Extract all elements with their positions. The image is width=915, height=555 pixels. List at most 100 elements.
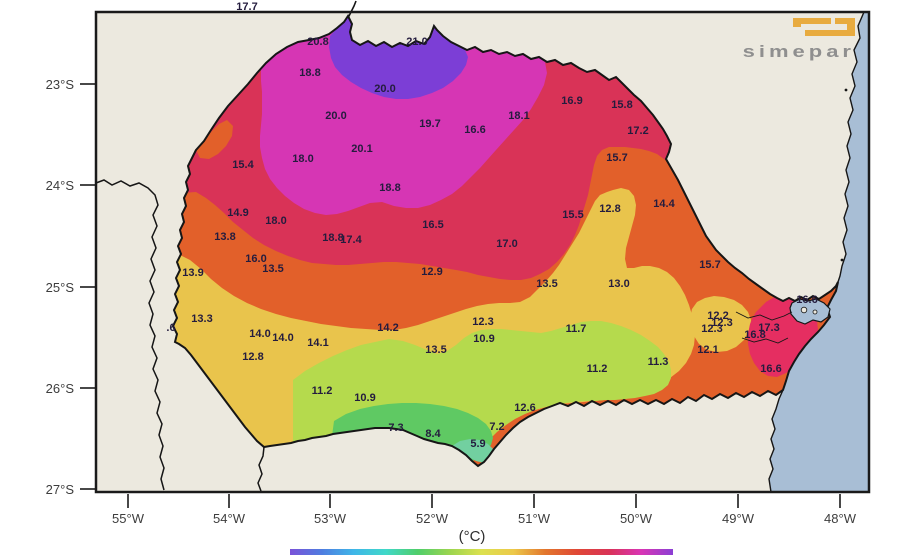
station-value-label: 12.9 — [421, 266, 442, 278]
station-value-label: 14.0 — [249, 328, 270, 340]
station-labels: 17.7 20.8 21.0 18.8 20.0 16.9 15.8 20.0 18.1 19.7… — [166, 1, 817, 450]
lat-tick-label: 25°S — [46, 280, 75, 295]
river-line — [735, 311, 793, 321]
simepar-logo: simepar — [743, 18, 855, 68]
station-value-label: 20.8 — [307, 36, 328, 48]
colorbar-unit-label: (°C) — [458, 528, 486, 545]
station-value-label: 11.3 — [648, 356, 669, 368]
lon-tick-label: 54°W — [213, 511, 246, 526]
river-boundary-south — [257, 446, 265, 492]
station-value-label: 16.5 — [422, 219, 443, 231]
station-value-label: 11.2 — [312, 385, 333, 397]
map-frame — [94, 10, 871, 494]
station-value-label: 13.8 — [214, 231, 235, 243]
band-purple — [329, 16, 468, 99]
simepar-logo-mark — [793, 18, 855, 36]
station-value-label: 20.0 — [374, 83, 395, 95]
axes: 23°S 24°S 25°S 26°S 27°S 55°W 54°W 53°W 52°W 51°W… — [46, 77, 857, 526]
station-value-label: 13.0 — [608, 278, 629, 290]
station-value-label: 17.4 — [340, 234, 362, 246]
station-value-label: 16.9 — [561, 95, 582, 107]
station-value-label: 13.3 — [191, 313, 212, 325]
station-value-label: 14.2 — [377, 322, 398, 334]
station-value-label: 11.2 — [587, 363, 608, 375]
band-teal — [452, 439, 496, 463]
station-value-label: 13.5 — [262, 263, 283, 275]
station-value-label: 10.9 — [354, 392, 375, 404]
station-value-label: 15.8 — [611, 99, 632, 111]
bay-island — [812, 309, 818, 315]
river-boundary-west — [95, 179, 165, 491]
station-value-label: 14.9 — [227, 207, 248, 219]
station-value-label: 8.4 — [425, 428, 441, 440]
lon-tick-label: 48°W — [824, 511, 857, 526]
lat-tick-label: 24°S — [46, 178, 75, 193]
lon-tick-label: 51°W — [518, 511, 551, 526]
coastline — [768, 11, 865, 493]
station-value-label: 18.1 — [508, 110, 529, 122]
station-value-label: 20.1 — [351, 143, 372, 155]
station-value-label: 12.6 — [514, 402, 535, 414]
station-value-label: 14.1 — [307, 337, 328, 349]
station-value-label: 15.7 — [606, 152, 627, 164]
station-value-label: 5.9 — [470, 438, 485, 450]
bay-island — [800, 306, 808, 314]
station-value-label: 17.7 — [236, 1, 257, 13]
station-value-label: 16.6 — [464, 124, 485, 136]
station-value-label: 18.0 — [292, 153, 313, 165]
station-value-label: 14.0 — [272, 332, 293, 344]
station-value-label: 16.6 — [760, 363, 781, 375]
lat-tick-label: 23°S — [46, 77, 75, 92]
station-value-label: 18.8 — [379, 182, 400, 194]
station-value-label: 16.6 — [796, 294, 817, 306]
river-line — [741, 337, 789, 344]
station-value-label: 16.8 — [744, 329, 765, 341]
station-value-label: 10.9 — [473, 333, 494, 345]
station-value-label: 12.3 — [472, 316, 493, 328]
lon-tick-label: 55°W — [112, 511, 145, 526]
station-value-label: 14.4 — [653, 198, 675, 210]
simepar-logo-text: simepar — [742, 42, 855, 61]
station-value-label: 18.0 — [265, 215, 286, 227]
lon-tick-label: 49°W — [722, 511, 755, 526]
station-value-label: 12.1 — [697, 344, 718, 356]
station-value-label: 12.2 — [707, 310, 728, 322]
station-value-label: 7.3 — [388, 422, 403, 434]
band-orange-northwest — [196, 120, 233, 159]
band-magenta — [260, 16, 547, 215]
station-value-label: 12.3 — [701, 323, 722, 335]
station-value-label: 16.0 — [245, 253, 266, 265]
station-value-label: 12.8 — [599, 203, 620, 215]
band-gold-east-tongue — [690, 296, 751, 352]
lon-tick-label: 52°W — [416, 511, 449, 526]
station-value-label: 12.3 — [711, 317, 732, 329]
island-dot — [840, 258, 844, 262]
band-yellow-green — [293, 321, 671, 466]
lon-tick-label: 53°W — [314, 511, 347, 526]
station-value-label: 15.7 — [699, 259, 720, 271]
colorbar — [290, 549, 673, 555]
station-value-label: 7.2 — [489, 421, 504, 433]
lat-tick-label: 26°S — [46, 381, 75, 396]
lat-tick-label: 27°S — [46, 482, 75, 497]
station-value-label: 13.9 — [182, 267, 203, 279]
station-value-label: 12.8 — [242, 351, 263, 363]
island-dot — [844, 88, 848, 92]
bay-water — [789, 298, 831, 325]
station-value-label: 15.5 — [562, 209, 583, 221]
station-value-label: 17.2 — [627, 125, 648, 137]
station-value-label: 13.5 — [425, 344, 446, 356]
ocean — [769, 12, 869, 492]
station-value-label: 18.8 — [299, 67, 320, 79]
station-value-label: 13.5 — [536, 278, 557, 290]
lon-tick-label: 50°W — [620, 511, 653, 526]
station-value-label: 15.4 — [232, 159, 254, 171]
station-value-label: 17.3 — [758, 322, 779, 334]
station-value-label: .6 — [166, 322, 175, 334]
station-value-label: 21.0 — [406, 36, 427, 48]
station-value-label: 18.8 — [322, 232, 343, 244]
station-value-label: 17.0 — [496, 238, 517, 250]
station-value-label: 20.0 — [325, 110, 346, 122]
